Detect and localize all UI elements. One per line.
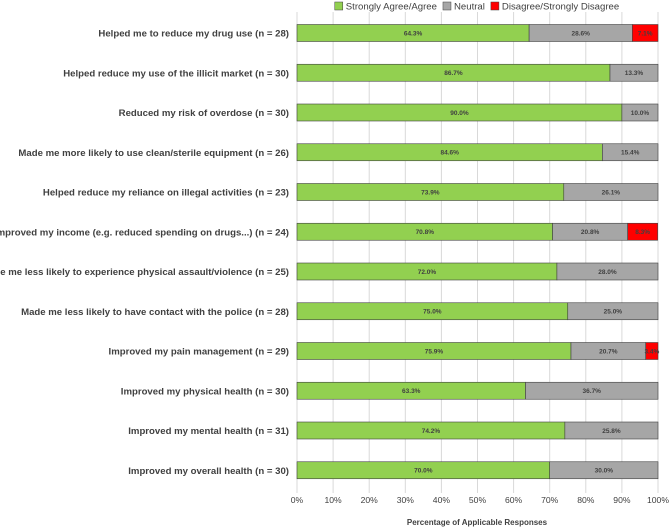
data-label: 28.6%: [572, 30, 591, 37]
bars: 64.3% 28.6% 7.1% 86.7% 13.3% 90.0% 10.0% 84.6% 1…: [296, 24, 659, 480]
bar-segment: [621, 103, 659, 122]
category-label: Improved my overall health (n = 30): [128, 466, 289, 477]
category-label: Reduced my risk of overdose (n = 30): [119, 108, 289, 119]
bar-segment: [645, 342, 659, 360]
data-label: 63.3%: [402, 388, 421, 395]
gridlines: [296, 12, 659, 493]
category-label: Helped reduce my reliance on illegal act…: [43, 188, 289, 199]
bar-segment: [549, 461, 659, 480]
data-label: 86.7%: [444, 70, 463, 77]
bar-segment: [525, 381, 659, 400]
bar-segment: [556, 262, 659, 281]
x-tick-label: 30%: [397, 495, 415, 505]
data-label: 72.0%: [418, 269, 437, 276]
data-label: 20.8%: [581, 229, 600, 236]
category-label: Made me more likely to use clean/sterile…: [18, 148, 289, 159]
x-tick-label: 70%: [541, 495, 559, 505]
data-label: 7.1%: [638, 30, 653, 37]
x-tick-label: 40%: [433, 495, 451, 505]
data-label: 84.6%: [440, 150, 459, 157]
legend-item: Neutral: [442, 1, 485, 12]
data-label: 75.9%: [425, 348, 444, 355]
category-label: Made me less likely to have contact with…: [21, 307, 289, 318]
bar-segment: [632, 24, 659, 42]
category-label: Made me less likely to experience physic…: [0, 267, 289, 278]
x-axis-ticks: 0% 10% 20% 30% 40% 50% 60% 70% 80% 90% 100%: [291, 495, 669, 505]
category-label: Improved my physical health (n = 30): [121, 386, 289, 397]
category-label: Improved my income (e.g. reduced spendin…: [0, 227, 289, 238]
data-label: 70.0%: [414, 468, 433, 475]
data-label: 13.3%: [625, 70, 644, 77]
legend-item: Strongly Agree/Agree: [334, 1, 437, 12]
data-label: 20.7%: [599, 348, 618, 355]
data-label: 73.9%: [421, 189, 440, 196]
legend-swatch: [442, 1, 452, 11]
legend-swatch: [490, 1, 500, 11]
legend-label: Disagree/Strongly Disagree: [502, 1, 619, 12]
data-label: 74.2%: [422, 428, 441, 435]
x-tick-label: 80%: [577, 495, 595, 505]
data-label: 64.3%: [404, 30, 423, 37]
x-tick-label: 0%: [291, 495, 304, 505]
x-tick-label: 90%: [613, 495, 631, 505]
bar-segment: [609, 63, 659, 82]
category-label: Improved my mental health (n = 31): [128, 426, 289, 437]
bar-segment: [627, 222, 658, 241]
x-tick-label: 20%: [361, 495, 379, 505]
bar-segment: [564, 421, 659, 440]
category-label: Helped reduce my use of the illicit mark…: [63, 68, 289, 79]
data-label: 70.8%: [416, 229, 435, 236]
data-label: 90.0%: [450, 110, 469, 117]
data-label: 15.4%: [621, 150, 640, 157]
data-label: 25.8%: [602, 428, 621, 435]
x-tick-label: 100%: [647, 495, 669, 505]
legend-label: Strongly Agree/Agree: [346, 1, 437, 12]
x-tick-label: 60%: [505, 495, 523, 505]
data-label: 28.0%: [598, 269, 617, 276]
bar-segment: [602, 143, 659, 162]
legend: Strongly Agree/Agree Neutral Disagree/Stro…: [334, 1, 619, 12]
category-label: Helped me to reduce my drug use (n = 28): [98, 29, 289, 40]
data-label: 25.0%: [604, 309, 623, 316]
x-tick-label: 10%: [324, 495, 342, 505]
data-label: 36.7%: [583, 388, 602, 395]
data-label: 8.3%: [635, 229, 650, 236]
legend-swatch: [334, 1, 344, 11]
data-label: 75.0%: [423, 309, 442, 316]
data-label: 3.4%: [644, 348, 659, 355]
category-label: Improved my pain management (n = 29): [109, 347, 289, 358]
bar-segment: [563, 183, 659, 201]
data-label: 30.0%: [595, 468, 614, 475]
data-label: 26.1%: [602, 189, 621, 196]
x-tick-label: 50%: [469, 495, 487, 505]
bar-segment: [567, 302, 659, 321]
data-label: 10.0%: [631, 110, 650, 117]
category-labels: Helped me to reduce my drug use (n = 28)…: [0, 29, 289, 477]
x-axis-label: Percentage of Applicable Responses: [407, 518, 548, 527]
legend-label: Neutral: [454, 1, 485, 12]
legend-item: Disagree/Strongly Disagree: [490, 1, 619, 12]
